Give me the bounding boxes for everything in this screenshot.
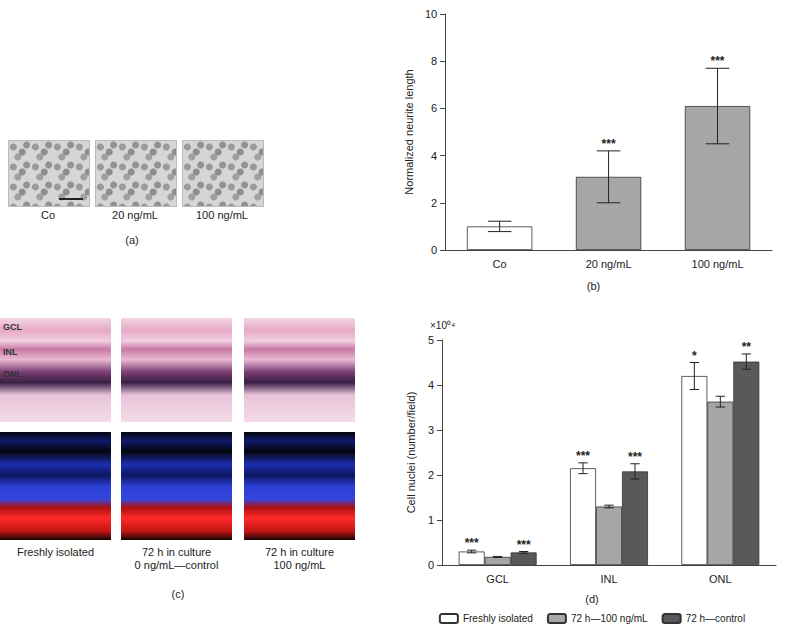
html-text:ONL: ONL [3,369,22,379]
svg-text:5: 5 [428,334,434,346]
svg-text:8: 8 [431,55,437,67]
svg-text:***: *** [628,450,642,464]
svg-text:GCL: GCL [486,573,509,585]
svg-text:Cell nuclei (number/field): Cell nuclei (number/field) [405,392,417,514]
html-text:100 ng/mL: 100 ng/mL [196,209,248,221]
svg-text:×10⁰⁴: ×10⁰⁴ [430,320,455,331]
html-text:INL: INL [3,347,18,357]
svg-text:2: 2 [431,197,437,209]
html-text:72 h in culture: 72 h in culture [141,546,211,558]
svg-text:0: 0 [431,244,437,256]
svg-text:INL: INL [600,573,617,585]
svg-text:4: 4 [428,379,434,391]
svg-text:6: 6 [431,102,437,114]
svg-text:1: 1 [428,514,434,526]
svg-text:0: 0 [428,559,434,571]
html-text:0 ng/mL—control: 0 ng/mL—control [134,559,219,571]
svg-text:100 ng/mL: 100 ng/mL [692,258,744,270]
svg-text:Normalized neurite length: Normalized neurite length [403,69,415,194]
html-text:20 ng/mL: 20 ng/mL [112,209,158,221]
html-text:100 ng/mL: 100 ng/mL [273,559,326,571]
svg-text:10: 10 [425,8,437,20]
html-text:(a): (a) [125,234,139,246]
svg-text:***: *** [465,536,479,550]
svg-text:***: *** [517,538,531,552]
svg-text:72 h—control: 72 h—control [686,613,745,624]
svg-text:***: *** [576,449,590,463]
svg-text:3: 3 [428,424,434,436]
html-text:Freshly isolated: Freshly isolated [17,546,94,558]
svg-text:***: *** [602,137,616,151]
svg-text:ONL: ONL [709,573,732,585]
svg-text:4: 4 [431,150,437,162]
svg-text:(b): (b) [587,280,600,292]
html-text:(c): (c) [171,588,185,600]
html-text:72 h in culture: 72 h in culture [264,546,334,558]
svg-text:Co: Co [493,258,507,270]
svg-text:72 h—100 ng/mL: 72 h—100 ng/mL [571,613,648,624]
html-text:Co: Co [41,209,55,221]
svg-text:*: * [692,349,697,363]
svg-text:***: *** [711,54,725,68]
svg-text:2: 2 [428,469,434,481]
svg-text:**: ** [742,340,752,354]
svg-text:Freshly isolated: Freshly isolated [463,613,533,624]
svg-text:(d): (d) [585,593,598,605]
html-text:GCL: GCL [3,322,22,332]
svg-text:20 ng/mL: 20 ng/mL [586,258,632,270]
